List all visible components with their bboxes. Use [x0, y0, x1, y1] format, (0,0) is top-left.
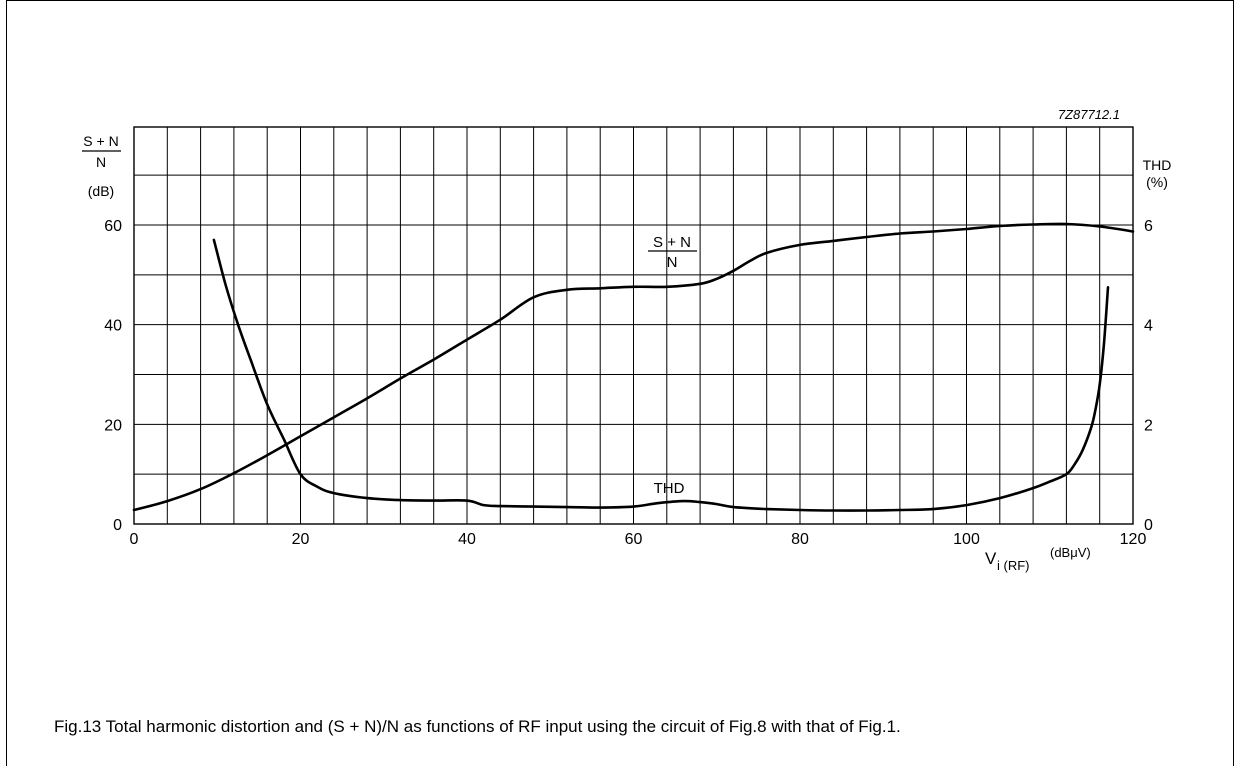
y-right-unit: (%) [1146, 174, 1168, 190]
grid-minor [133, 127, 1134, 524]
x-tick-label: 120 [1120, 531, 1147, 548]
series-label-thd: THD [654, 480, 685, 497]
y-left-tick-label: 20 [104, 417, 122, 434]
y-right-tick-label: 6 [1144, 218, 1153, 235]
y-right-tick-label: 4 [1144, 318, 1153, 335]
series-layer [132, 222, 1135, 512]
x-axis-label-sub: i (RF) [997, 558, 1030, 573]
x-tick-label: 100 [953, 531, 980, 548]
y-right-tick-label: 2 [1144, 417, 1153, 434]
y-left-label-denominator: N [96, 154, 106, 170]
x-axis-label-unit: (dBμV) [1050, 545, 1091, 560]
figure-caption: Fig.13 Total harmonic distortion and (S … [54, 717, 901, 736]
x-tick-label: 40 [458, 531, 476, 548]
y-left-tick-label: 40 [104, 318, 122, 335]
figure-frame [6, 0, 1234, 766]
y-right-label: THD [1143, 157, 1172, 173]
plot-frame [133, 126, 1134, 525]
x-tick-label: 60 [625, 531, 643, 548]
grid-major [133, 126, 1134, 525]
y-left-unit: (dB) [88, 183, 114, 199]
y-right-tick-label: 0 [1144, 517, 1153, 534]
x-tick-label: 0 [130, 531, 139, 548]
y-left-label-numerator: S + N [83, 133, 118, 149]
figure-id: 7Z87712.1 [1058, 107, 1120, 122]
x-axis-label-main: V [985, 549, 997, 568]
y-left-tick-label: 60 [104, 218, 122, 235]
series-line-sn [132, 222, 1135, 512]
x-tick-label: 20 [292, 531, 310, 548]
y-left-tick-label: 0 [113, 517, 122, 534]
series-label-sn-denominator: N [667, 254, 678, 271]
series-label-sn-numerator: S + N [653, 234, 691, 251]
series-line-thd [212, 238, 1110, 512]
x-tick-label: 80 [791, 531, 809, 548]
